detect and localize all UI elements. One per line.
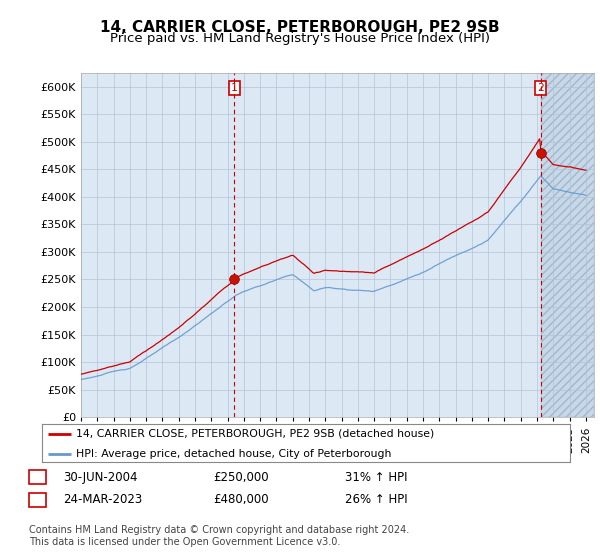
- Text: 31% ↑ HPI: 31% ↑ HPI: [345, 470, 407, 484]
- Text: 26% ↑ HPI: 26% ↑ HPI: [345, 493, 407, 506]
- Text: 24-MAR-2023: 24-MAR-2023: [63, 493, 142, 506]
- Text: 2: 2: [538, 83, 544, 93]
- Text: 1: 1: [231, 83, 238, 93]
- Text: £480,000: £480,000: [213, 493, 269, 506]
- Text: Price paid vs. HM Land Registry's House Price Index (HPI): Price paid vs. HM Land Registry's House …: [110, 32, 490, 45]
- Text: HPI: Average price, detached house, City of Peterborough: HPI: Average price, detached house, City…: [76, 449, 392, 459]
- Text: 2: 2: [34, 493, 41, 506]
- Text: 14, CARRIER CLOSE, PETERBOROUGH, PE2 9SB: 14, CARRIER CLOSE, PETERBOROUGH, PE2 9SB: [100, 20, 500, 35]
- Text: 14, CARRIER CLOSE, PETERBOROUGH, PE2 9SB (detached house): 14, CARRIER CLOSE, PETERBOROUGH, PE2 9SB…: [76, 429, 434, 439]
- Bar: [541, 73, 594, 417]
- Bar: [541, 73, 594, 417]
- Text: 1: 1: [34, 470, 41, 484]
- Text: £250,000: £250,000: [213, 470, 269, 484]
- Text: 30-JUN-2004: 30-JUN-2004: [63, 470, 137, 484]
- Text: Contains HM Land Registry data © Crown copyright and database right 2024.
This d: Contains HM Land Registry data © Crown c…: [29, 525, 409, 547]
